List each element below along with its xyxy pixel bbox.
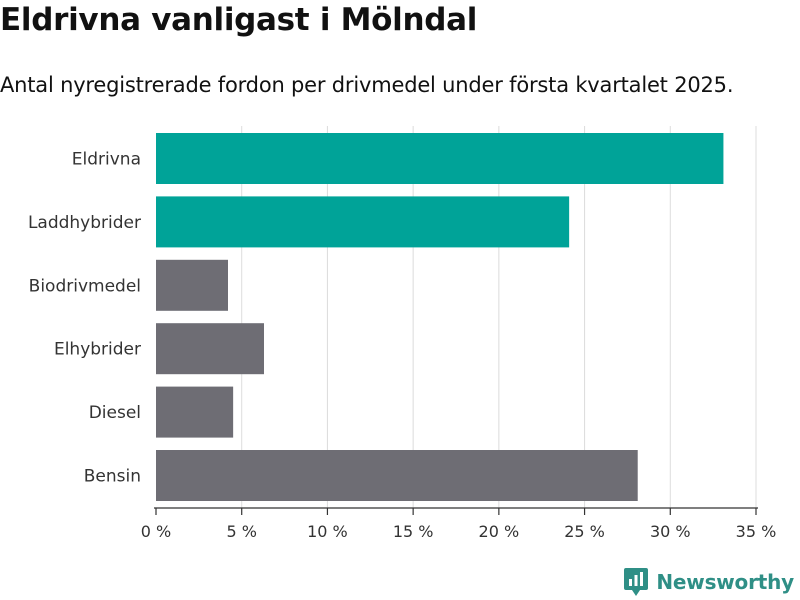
x-tick-label: 5 % xyxy=(226,522,256,541)
chart-title: Eldrivna vanligast i Mölndal xyxy=(0,2,478,38)
logo-text: Newsworthy xyxy=(656,570,794,594)
bar-elhybrider xyxy=(156,323,264,375)
bars xyxy=(156,133,724,501)
x-tick-label: 10 % xyxy=(307,522,348,541)
x-tick-label: 35 % xyxy=(736,522,777,541)
bar-eldrivna xyxy=(156,133,724,184)
category-label: Biodrivmedel xyxy=(29,276,141,296)
x-tick-label: 20 % xyxy=(479,522,520,541)
x-tick-label: 25 % xyxy=(564,522,605,541)
bar-biodrivmedel xyxy=(156,259,228,311)
x-tick-label: 15 % xyxy=(393,522,434,541)
gridlines xyxy=(241,126,757,508)
category-label: Diesel xyxy=(89,403,141,423)
category-label: Elhybrider xyxy=(54,340,141,360)
newsworthy-logo: Newsworthy xyxy=(624,568,794,596)
x-tick-label: 30 % xyxy=(650,522,691,541)
bar-laddhybrider xyxy=(156,196,570,248)
x-axis: 0 % 5 % 10 % 15 % 20 % 25 % 30 % 35 % xyxy=(141,507,777,541)
category-label: Eldrivna xyxy=(72,150,141,170)
x-tick-label: 0 % xyxy=(141,522,171,541)
category-label: Bensin xyxy=(84,467,141,487)
bar-diesel xyxy=(156,386,234,438)
chart-subtitle: Antal nyregistrerade fordon per drivmede… xyxy=(0,73,734,97)
bar-bensin xyxy=(156,450,638,501)
category-label: Laddhybrider xyxy=(28,213,141,233)
newsworthy-chart-icon xyxy=(624,568,649,596)
category-labels: Eldrivna Laddhybrider Biodrivmedel Elhybrid… xyxy=(28,150,141,487)
